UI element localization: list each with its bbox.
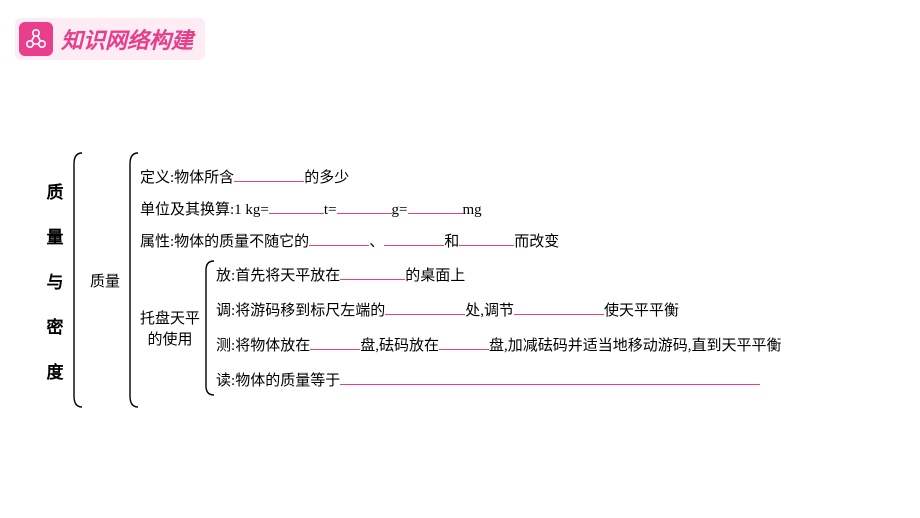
knowledge-tree: 质 量 与 密 度 质量 定义:物体所含的多少 单位及其换算:1 kg=t=g=…	[40, 150, 905, 410]
blank-a3	[459, 231, 514, 246]
row-adjust: 调:将游码移到标尺左端的处,调节使天平平衡	[216, 295, 781, 327]
row-measure: 测:将物体放在盘,砝码放在盘,加减砝码并适当地移动游码,直到天平平衡	[216, 330, 781, 362]
row-units: 单位及其换算:1 kg=t=g=mg	[140, 194, 781, 226]
blank-u2	[337, 199, 392, 214]
row-attribute: 属性:物体的质量不随它的、和而改变	[140, 226, 781, 258]
main-label: 质 量 与 密 度	[40, 150, 70, 410]
section-header: 知识网络构建	[15, 18, 205, 60]
bracket-main	[70, 150, 84, 410]
blank-read	[340, 370, 760, 385]
blank-a2	[384, 231, 444, 246]
bracket-sub	[126, 150, 140, 410]
blank-m1	[310, 335, 360, 350]
row-definition: 定义:物体所含的多少	[140, 162, 781, 194]
header-title: 知识网络构建	[61, 23, 193, 55]
balance-group: 托盘天平 的使用 放:首先将天平放在的桌面上 调:将游码移到标尺左端的处,调节使…	[140, 258, 781, 398]
row-read: 读:物体的质量等于	[216, 365, 781, 397]
blank-def	[234, 167, 304, 182]
blank-put	[340, 265, 405, 280]
sub-label-mass: 质量	[84, 270, 126, 291]
balance-label-col1: 托盘天平 的使用	[140, 258, 202, 398]
bracket-balance	[202, 258, 216, 398]
blank-u1	[269, 199, 324, 214]
blank-a1	[309, 231, 369, 246]
row-put: 放:首先将天平放在的桌面上	[216, 260, 781, 292]
blank-u3	[408, 199, 463, 214]
blank-adj2	[514, 300, 604, 315]
network-icon	[19, 22, 53, 56]
blank-adj1	[385, 300, 465, 315]
blank-m2	[439, 335, 489, 350]
